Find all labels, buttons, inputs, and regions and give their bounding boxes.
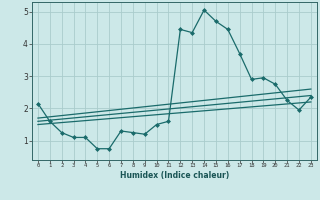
- X-axis label: Humidex (Indice chaleur): Humidex (Indice chaleur): [120, 171, 229, 180]
